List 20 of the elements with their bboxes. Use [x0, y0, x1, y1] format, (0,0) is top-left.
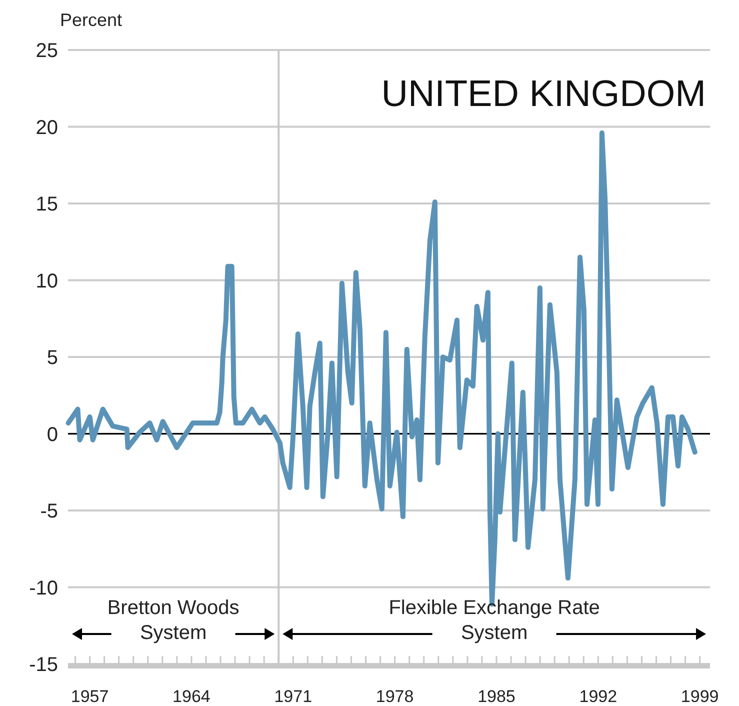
y-tick-label: 25 — [36, 40, 58, 62]
x-tick-label: 1999 — [680, 687, 719, 706]
x-tick-label: 1992 — [579, 687, 618, 706]
y-axis-title: Percent — [60, 10, 122, 30]
x-tick-label: 1978 — [376, 687, 414, 706]
text: UNITED KINGDOM — [381, 73, 706, 114]
y-tick-label: 5 — [46, 347, 58, 369]
x-tick-label: 1985 — [478, 687, 516, 706]
y-tick-label: 0 — [46, 424, 58, 446]
y-tick-label: 20 — [36, 116, 58, 139]
y-tick-label: -5 — [40, 500, 58, 522]
annotation: Flexible Exchange Rate System — [388, 597, 600, 644]
x-tick-label: 1964 — [172, 687, 210, 706]
y-tick-label: -15 — [29, 654, 58, 676]
y-tick-label: 10 — [36, 270, 58, 292]
y-tick-label: 15 — [36, 194, 58, 216]
x-tick-label: 1957 — [70, 687, 109, 706]
x-tick-label: 1971 — [274, 687, 312, 706]
y-tick-label: -10 — [29, 577, 58, 600]
annotation: Bretton Woods System — [107, 597, 240, 644]
